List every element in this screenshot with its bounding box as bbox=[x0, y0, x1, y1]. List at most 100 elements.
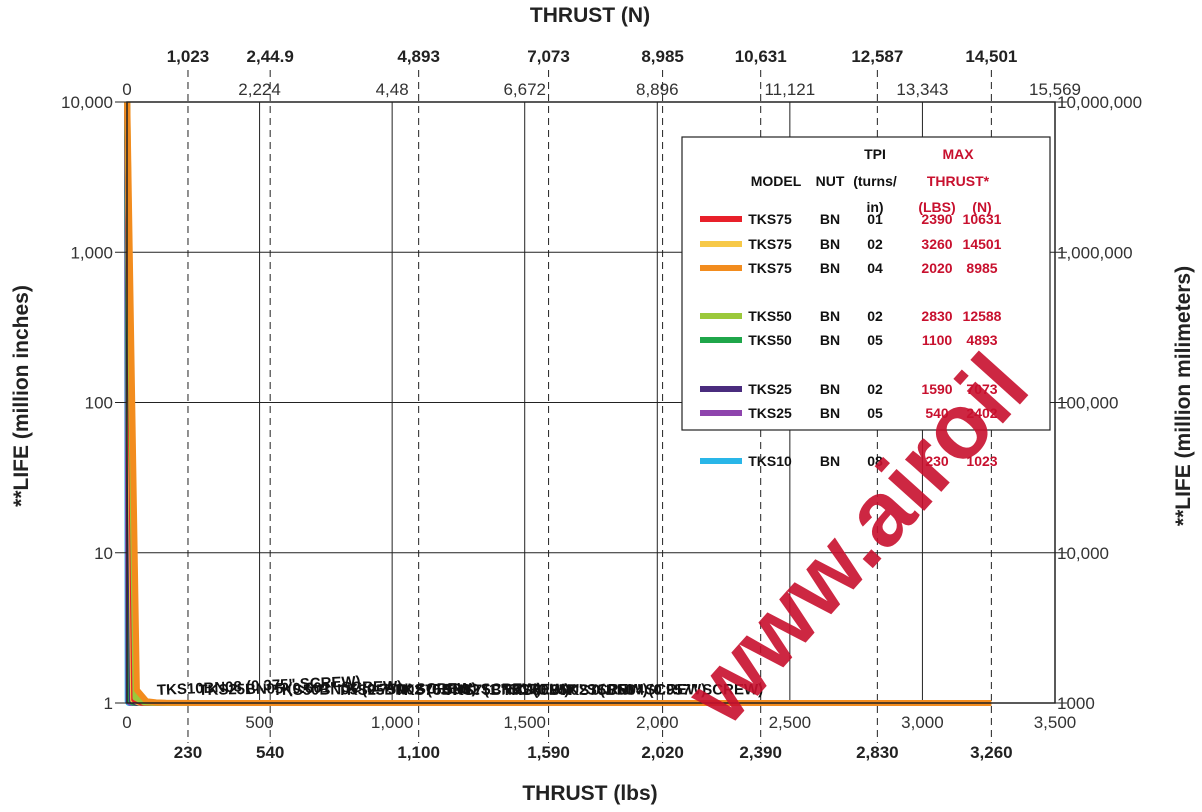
legend-header-n: (N) bbox=[972, 199, 991, 215]
legend-header-lbs: (LBS) bbox=[918, 199, 955, 215]
legend-model: TKS50 bbox=[748, 332, 792, 348]
y-tick-label-right: 1,000,000 bbox=[1057, 243, 1133, 262]
legend-tpi: 05 bbox=[867, 332, 883, 348]
legend-header-max-2: THRUST* bbox=[927, 173, 990, 189]
legend-row: TKS10 BN 08 230 1023 bbox=[700, 453, 998, 469]
max-thrust-lines: 230 1,023 540 2,44.9 1,100 4,893 1,590 7,073 2,0… bbox=[167, 47, 1018, 762]
x-tick-label: 3,500 bbox=[1034, 713, 1077, 732]
legend-tpi: 02 bbox=[867, 236, 883, 252]
x-tick-label: 1,000 bbox=[371, 713, 414, 732]
legend-n: 4893 bbox=[966, 332, 997, 348]
legend-row: TKS75 BN 01 2390 10631 bbox=[700, 211, 1002, 227]
legend-nut: BN bbox=[820, 236, 840, 252]
legend-header-tpi-3: in) bbox=[866, 199, 883, 215]
series-label-TKS25BN02: TKS25BN02 (0.500" SCREW) bbox=[338, 681, 542, 699]
legend-nut: BN bbox=[820, 211, 840, 227]
series-label-TKS75BN02: TKS75BN02 (1" SCREW) bbox=[395, 681, 570, 699]
y-tick-label-right: 1000 bbox=[1057, 694, 1095, 713]
legend-n: 12588 bbox=[963, 308, 1002, 324]
legend-model: TKS50 bbox=[748, 308, 792, 324]
legend-row: TKS25 BN 05 540 2402 bbox=[700, 405, 998, 421]
legend-model: TKS75 bbox=[748, 260, 792, 276]
max-thrust-n-label: 8,985 bbox=[641, 47, 684, 66]
y-tick-label-right: 10,000 bbox=[1057, 544, 1109, 563]
max-thrust-n-label: 1,023 bbox=[167, 47, 210, 66]
max-thrust-lbs-label: 2,020 bbox=[641, 743, 684, 762]
top-tick-label: 4,48 bbox=[376, 80, 409, 99]
top-tick-label: 13,343 bbox=[896, 80, 948, 99]
legend-n: 10631 bbox=[963, 211, 1002, 227]
legend-model: TKS75 bbox=[748, 236, 792, 252]
legend-header-tpi: TPI bbox=[864, 146, 886, 162]
legend-header-model: MODEL bbox=[751, 173, 802, 189]
x-tick-label: 0 bbox=[122, 713, 131, 732]
max-thrust-n-label: 14,501 bbox=[965, 47, 1017, 66]
y-tick-label-right: 10,000,000 bbox=[1057, 93, 1142, 112]
top-tick-label: 8,896 bbox=[636, 80, 679, 99]
y-tick-label-right: 100,000 bbox=[1057, 394, 1118, 413]
axis-ticks: 0 0 500 2,224 1,000 4,48 1,500 6,672 2,000 8,896 2… bbox=[61, 80, 1142, 732]
top-tick-label: 11,121 bbox=[764, 80, 815, 99]
max-thrust-n-label: 7,073 bbox=[527, 47, 570, 66]
y-tick-label-left: 10 bbox=[94, 544, 113, 563]
max-thrust-lbs-label: 1,100 bbox=[397, 743, 440, 762]
legend-row: TKS50 BN 02 2830 12588 bbox=[700, 308, 1002, 324]
legend-row: TKS25 BN 02 1590 7073 bbox=[700, 381, 998, 397]
legend-lbs: 1590 bbox=[921, 381, 952, 397]
legend-tpi: 01 bbox=[867, 211, 883, 227]
max-thrust-lbs-label: 3,260 bbox=[970, 743, 1013, 762]
legend-n: 14501 bbox=[963, 236, 1002, 252]
top-tick-label: 15,569 bbox=[1029, 80, 1081, 99]
legend-row: TKS75 BN 02 3260 14501 bbox=[700, 236, 1002, 252]
legend-header-tpi-2: (turns/ bbox=[853, 173, 897, 189]
max-thrust-lbs-label: 2,390 bbox=[739, 743, 782, 762]
legend-header-max: MAX bbox=[942, 146, 974, 162]
legend-tpi: 02 bbox=[867, 381, 883, 397]
legend-lbs: 2020 bbox=[921, 260, 952, 276]
x-tick-label: 3,000 bbox=[901, 713, 944, 732]
y-tick-label-left: 10,000 bbox=[61, 93, 113, 112]
legend-nut: BN bbox=[820, 260, 840, 276]
legend-lbs: 1100 bbox=[922, 332, 953, 348]
x-tick-label: 2,500 bbox=[769, 713, 812, 732]
legend-n: 2402 bbox=[966, 405, 997, 421]
legend-row: TKS50 BN 05 1100 4893 bbox=[700, 332, 998, 348]
legend-nut: BN bbox=[820, 453, 840, 469]
top-tick-label: 0 bbox=[122, 80, 131, 99]
x-tick-label: 2,000 bbox=[636, 713, 679, 732]
legend-model: TKS10 bbox=[748, 453, 792, 469]
top-tick-label: 2,224 bbox=[238, 80, 281, 99]
legend-lbs: 2830 bbox=[921, 308, 952, 324]
legend-tpi: 04 bbox=[867, 260, 883, 276]
series-label-TKS75BN04: TKS75BN04 (0.957" SCREW) bbox=[559, 681, 763, 699]
legend-tpi: 02 bbox=[867, 308, 883, 324]
max-thrust-lbs-label: 2,830 bbox=[856, 743, 899, 762]
y-tick-label-left: 1 bbox=[104, 694, 113, 713]
series-label-TKS25BN05: TKS25BN05 (0.601" SCREW) bbox=[198, 678, 402, 699]
max-thrust-n-label: 4,893 bbox=[397, 47, 440, 66]
legend-nut: BN bbox=[820, 308, 840, 324]
legend-model: TKS25 bbox=[748, 381, 792, 397]
y-tick-label-left: 100 bbox=[85, 394, 113, 413]
legend-tpi: 08 bbox=[867, 453, 883, 469]
max-thrust-n-label: 10,631 bbox=[735, 47, 787, 66]
right-axis-title: **LIFE (million milimeters) bbox=[1172, 266, 1195, 526]
series-label-TKS75BN01: TKS75BN01 (0.957" SCREW) bbox=[444, 681, 648, 699]
left-axis-title: **LIFE (million inches) bbox=[10, 285, 33, 507]
series-label-TKS50BN02: TKS50BN02 0(.750" SCREW) bbox=[502, 681, 706, 699]
legend-box bbox=[681, 136, 1051, 431]
top-axis-title: THRUST (N) bbox=[530, 4, 650, 27]
series-label-TKS50BN05: TKS50BN05 (0.750" SCREW) bbox=[273, 680, 477, 699]
top-tick-label: 6,672 bbox=[503, 80, 546, 99]
legend-lbs: 2390 bbox=[921, 211, 952, 227]
legend-nut: BN bbox=[820, 332, 840, 348]
legend-row: TKS75 BN 04 2020 8985 bbox=[700, 260, 998, 276]
legend-nut: BN bbox=[820, 405, 840, 421]
bottom-axis-title: THRUST (lbs) bbox=[522, 782, 657, 805]
legend-lbs: 3260 bbox=[921, 236, 952, 252]
legend-n: 7073 bbox=[966, 381, 997, 397]
legend-nut: BN bbox=[820, 381, 840, 397]
legend-tpi: 05 bbox=[867, 405, 883, 421]
legend-n: 8985 bbox=[966, 260, 997, 276]
